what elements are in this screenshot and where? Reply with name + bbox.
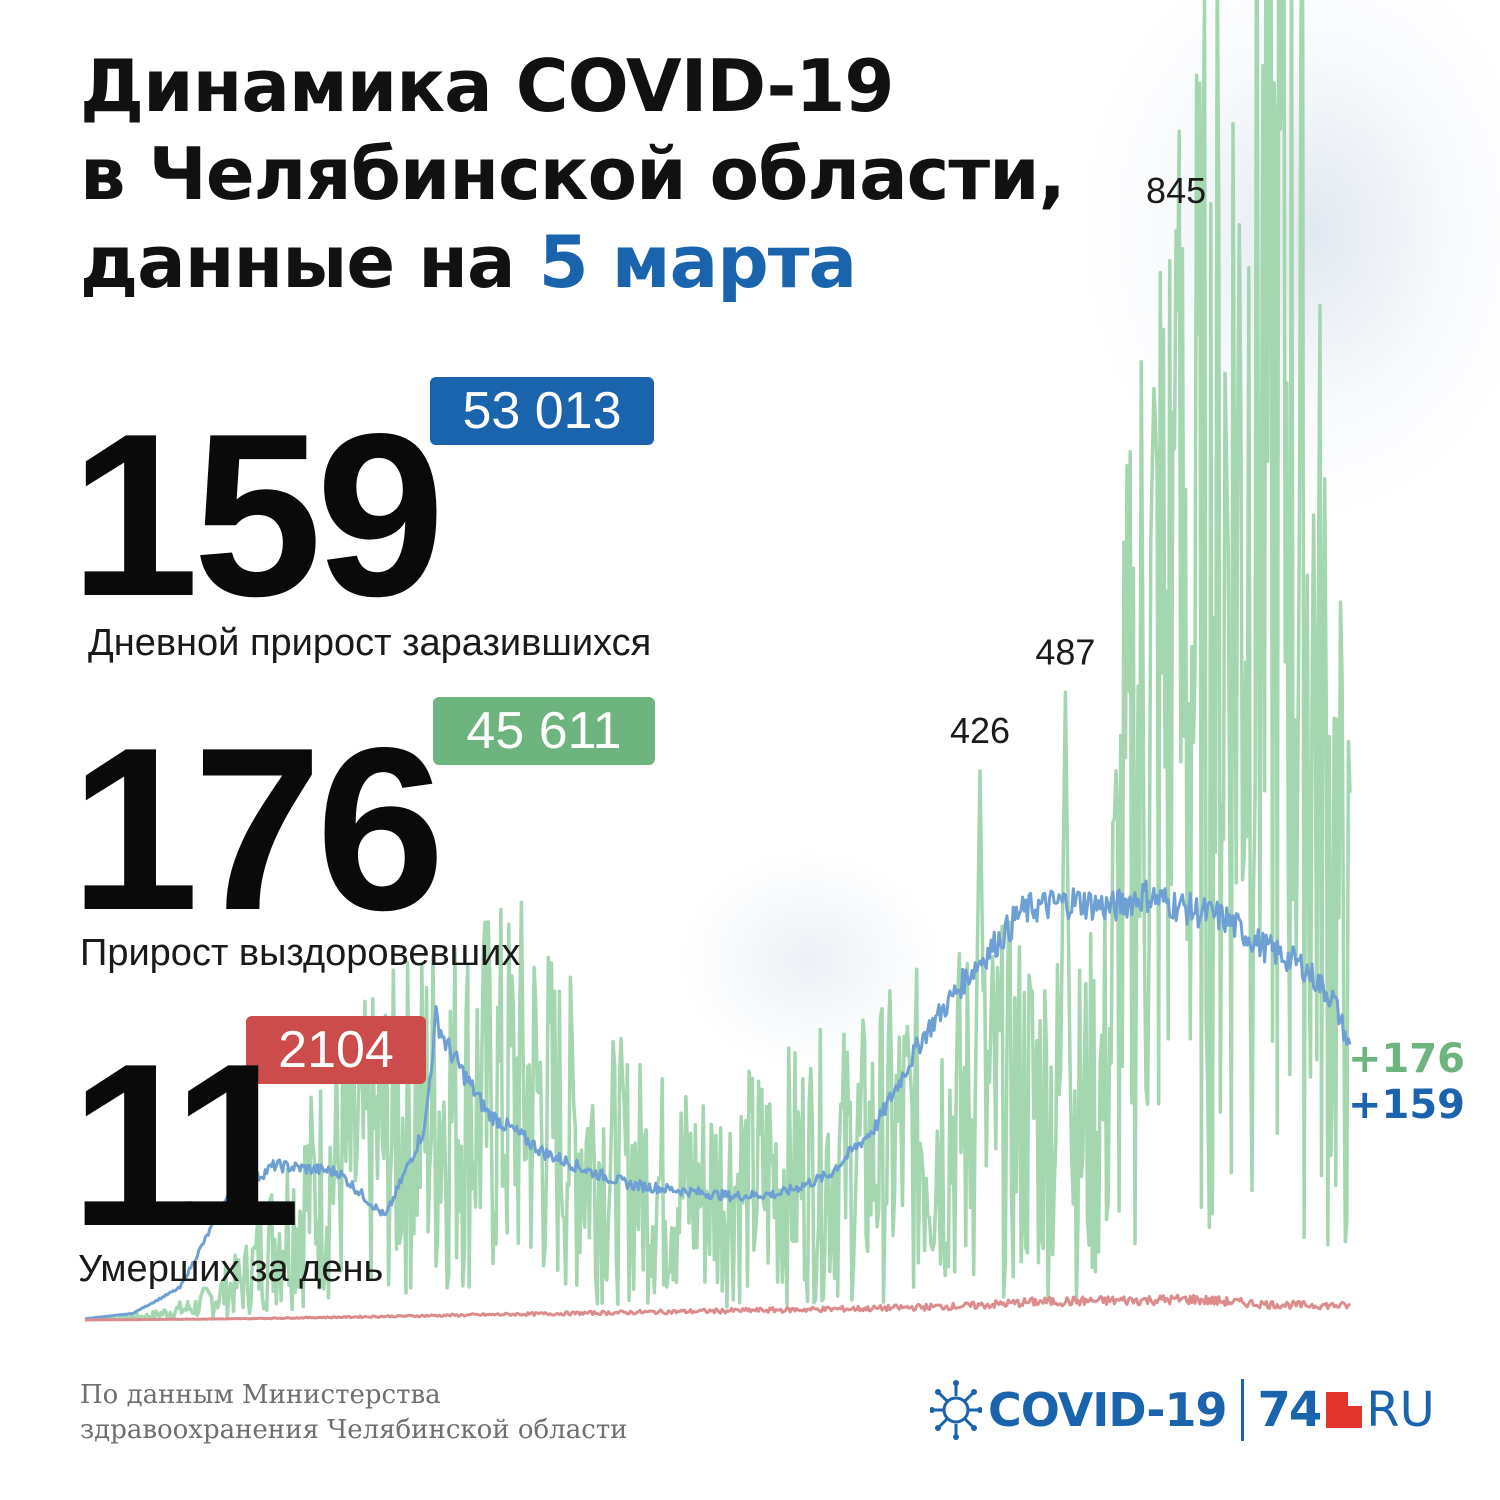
logo-site-ru: RU bbox=[1366, 1382, 1435, 1438]
deaths-daily-value: 11 bbox=[70, 1016, 301, 1275]
deaths-total-badge: 2104 bbox=[246, 1016, 426, 1084]
end-label-infected: +159 bbox=[1348, 1082, 1465, 1128]
source-note: По данным Министерства здравоохранения Ч… bbox=[80, 1378, 628, 1448]
source-line-2: здравоохранения Челябинской области bbox=[80, 1415, 628, 1445]
recovered-daily-value: 176 bbox=[70, 700, 445, 959]
logo-divider bbox=[1240, 1379, 1244, 1441]
page-title: Динамика COVID-19 в Челябинской области,… bbox=[80, 42, 1066, 306]
infected-daily-value: 159 bbox=[70, 386, 445, 645]
title-line-3-prefix: данные на bbox=[80, 220, 539, 304]
title-line-1: Динамика COVID-19 bbox=[80, 44, 895, 128]
logo-square-mark bbox=[1326, 1392, 1363, 1428]
deaths-label: Умерших за день bbox=[78, 1248, 384, 1290]
series-line-1 bbox=[84, 0, 1352, 1322]
series-line-2 bbox=[85, 1293, 1352, 1322]
title-line-3: данные на 5 марта bbox=[80, 218, 1065, 306]
series-line-0 bbox=[84, 879, 1352, 1321]
logo-site-number: 74 bbox=[1257, 1382, 1323, 1438]
logo-covid-text: COVID-19 bbox=[988, 1383, 1227, 1437]
peak-annotation-1: 487 bbox=[1035, 631, 1095, 672]
source-line-1: По данным Министерства bbox=[80, 1380, 441, 1410]
brand-logo: COVID-19 74 RU bbox=[930, 1370, 1435, 1450]
infected-label: Дневной прирост заразившихся bbox=[88, 622, 652, 664]
end-label-recovered: +176 bbox=[1348, 1036, 1465, 1082]
infected-total-badge: 53 013 bbox=[430, 377, 654, 445]
peak-annotation-2: 845 bbox=[1146, 170, 1206, 211]
peak-annotation-0: 426 bbox=[950, 710, 1010, 751]
title-date: 5 марта bbox=[538, 220, 857, 304]
virus-icon bbox=[930, 1380, 982, 1440]
title-line-2: в Челябинской области, bbox=[80, 132, 1066, 216]
recovered-label: Прирост выздоровевших bbox=[80, 932, 521, 974]
recovered-total-badge: 45 611 bbox=[433, 697, 655, 765]
